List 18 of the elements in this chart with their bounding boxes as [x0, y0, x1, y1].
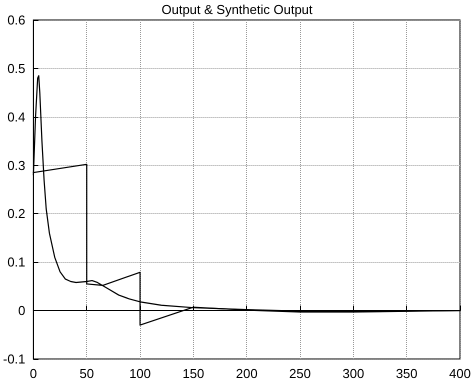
x-tick-label: 100	[129, 366, 151, 380]
y-tick-label: 0.5	[7, 60, 26, 76]
y-tick-label: 0	[18, 303, 26, 318]
y-tick-label: 0.6	[7, 12, 26, 28]
x-tick-label: 400	[449, 366, 471, 380]
y-tick-label: -0.1	[2, 352, 26, 366]
y-tick-label: 0.4	[7, 109, 26, 124]
x-tick-label: 50	[79, 366, 94, 380]
x-tick-label: 0	[30, 366, 38, 380]
chart-title: Output & Synthetic Output	[161, 2, 313, 17]
x-tick-label: 250	[289, 366, 311, 380]
x-tick-label: 150	[182, 366, 204, 380]
x-tick-label: 350	[396, 366, 418, 380]
y-tick-label: 0.1	[7, 254, 26, 270]
x-tick-label: 300	[342, 366, 364, 380]
y-tick-label: 0.3	[7, 158, 26, 173]
x-tick-label: 200	[236, 366, 258, 380]
y-tick-label: 0.2	[7, 206, 26, 222]
